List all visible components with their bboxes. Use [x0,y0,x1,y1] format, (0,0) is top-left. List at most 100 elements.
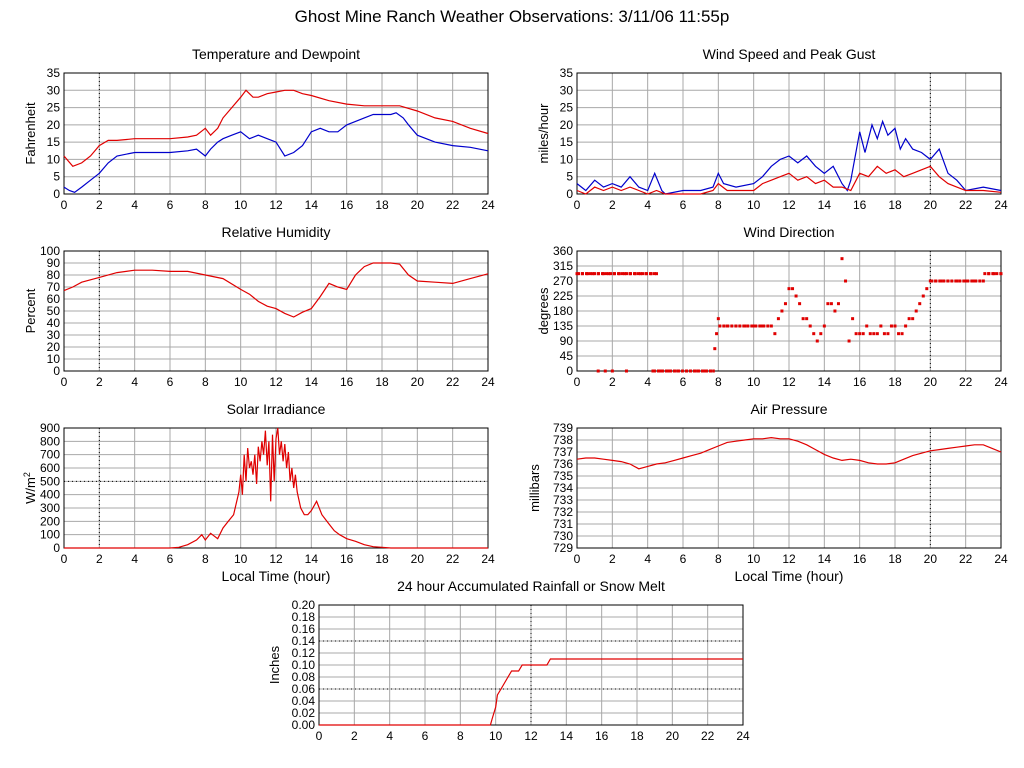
x-tick-label: 14 [560,729,574,743]
y-tick-label: 738 [553,433,573,447]
data-point [918,302,922,306]
y-tick-label: 734 [553,481,573,495]
data-point [791,287,795,291]
data-point [826,302,830,306]
x-tick-label: 4 [644,198,651,212]
y-tick-label: 731 [553,517,573,531]
chart-title: Wind Direction [743,224,834,240]
data-point [847,339,851,343]
x-tick-label: 16 [340,552,354,566]
data-point [833,309,837,313]
x-tick-label: 8 [457,729,464,743]
x-tick-label: 4 [131,552,138,566]
y-tick-label: 10 [560,152,574,166]
data-point [879,324,883,328]
y-tick-label: 0.02 [292,706,316,720]
y-tick-label: 100 [40,244,60,258]
y-tick-label: 730 [553,529,573,543]
data-point [872,332,876,336]
x-tick-label: 16 [853,375,867,389]
x-tick-label: 24 [481,375,495,389]
chart-title: Wind Speed and Peak Gust [703,46,876,62]
y-tick-label: 60 [47,292,61,306]
x-tick-label: 20 [666,729,680,743]
x-tick-label: 18 [888,198,902,212]
y-tick-label: 20 [560,118,574,132]
series-line-relative-humidity [63,262,489,318]
y-tick-label: 0 [53,364,60,378]
x-tick-label: 20 [924,552,938,566]
y-tick-label: 0.00 [292,718,316,732]
y-tick-label: 0.06 [292,682,316,696]
chart-title: Solar Irradiance [227,401,326,417]
x-tick-label: 14 [305,552,319,566]
series-line-air-pressure [576,436,1002,470]
data-point [773,332,777,336]
y-tick-label: 732 [553,505,573,519]
x-tick-label: 12 [269,552,283,566]
data-point [713,347,717,351]
y-tick-label: 733 [553,493,573,507]
x-tick-label: 14 [818,552,832,566]
y-axis-label: millibars [527,464,542,512]
data-point [851,317,855,321]
y-tick-label: 0.04 [292,694,316,708]
y-tick-label: 15 [47,135,61,149]
y-tick-label: 270 [553,274,573,288]
data-point [822,324,826,328]
x-tick-label: 12 [524,729,538,743]
y-tick-label: 315 [553,259,573,273]
data-point [854,332,858,336]
data-point [900,332,904,336]
x-tick-label: 18 [888,375,902,389]
plot-frame [576,250,1002,372]
data-point [780,309,784,313]
x-tick-label: 6 [680,552,687,566]
y-tick-label: 729 [553,541,573,555]
y-tick-label: 0.08 [292,670,316,684]
x-tick-label: 12 [782,375,796,389]
x-tick-label: 10 [747,375,761,389]
y-tick-label: 0.20 [292,598,316,612]
data-point [925,287,929,291]
data-point [752,324,756,328]
y-tick-label: 739 [553,421,573,435]
x-tick-label: 12 [782,198,796,212]
data-point [639,272,643,276]
x-tick-label: 8 [715,198,722,212]
y-tick-label: 100 [40,528,60,542]
y-tick-label: 80 [47,268,61,282]
y-tick-label: 737 [553,445,573,459]
data-point [836,302,840,306]
y-tick-label: 225 [553,289,573,303]
x-tick-label: 20 [411,375,425,389]
chart-rainfall: 24 hour Accumulated Rainfall or Snow Mel… [267,578,750,743]
y-tick-label: 25 [47,101,61,115]
data-point [607,272,611,276]
x-tick-label: 20 [924,375,938,389]
x-tick-label: 6 [167,375,174,389]
x-tick-label: 24 [994,198,1008,212]
y-tick-label: 30 [47,328,61,342]
y-tick-label: 30 [560,83,574,97]
y-tick-label: 700 [40,448,60,462]
y-tick-label: 20 [47,340,61,354]
x-tick-label: 2 [96,198,103,212]
y-axis-label: W/m2 [22,472,38,504]
x-tick-label: 16 [595,729,609,743]
data-point [911,317,915,321]
x-tick-label: 18 [375,375,389,389]
y-tick-label: 45 [560,349,574,363]
x-tick-label: 6 [680,375,687,389]
x-tick-label: 0 [574,198,581,212]
x-tick-label: 12 [269,198,283,212]
y-tick-label: 40 [47,316,61,330]
x-tick-label: 0 [61,375,68,389]
x-tick-label: 22 [959,552,973,566]
data-point [858,332,862,336]
y-axis-label: degrees [536,287,551,334]
y-tick-label: 600 [40,461,60,475]
